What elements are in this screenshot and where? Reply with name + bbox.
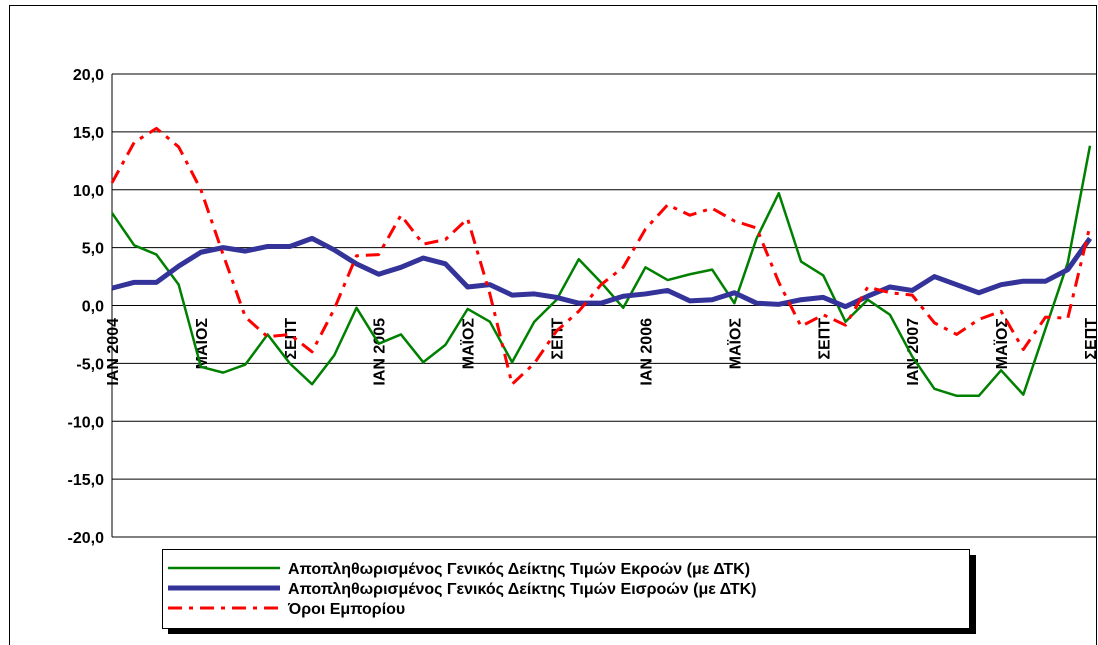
y-tick-label: -20,0 <box>68 530 105 547</box>
y-tick-label: 15,0 <box>73 125 104 142</box>
x-tick-label: ΙΑΝ 2004 <box>105 318 122 386</box>
legend-label: Αποπληθωρισμένος Γενικός Δείκτης Τιμών Ε… <box>288 561 750 578</box>
data-line <box>111 235 1093 310</box>
x-tick-label: ΜΑΪΟΣ <box>726 318 744 370</box>
x-tick-label: ΙΑΝ 2006 <box>638 318 655 386</box>
legend-label: Όροι Εμπορίου <box>287 601 405 618</box>
y-tick-label: -15,0 <box>68 472 105 489</box>
x-tick-label: ΜΑΪΟΣ <box>993 318 1011 370</box>
x-tick-label: ΜΑΪΟΣ <box>460 318 478 370</box>
x-tick-label: ΣΕΠΤ <box>816 318 833 360</box>
x-tick-label: ΣΕΠΤ <box>1083 318 1098 360</box>
y-tick-label: 0,0 <box>82 299 104 316</box>
x-tick-label: ΙΑΝ 2007 <box>905 318 922 386</box>
y-tick-label: 5,0 <box>82 241 104 258</box>
data-line <box>110 126 1092 386</box>
y-tick-label: -5,0 <box>76 356 104 373</box>
x-tick-label: ΣΕΠΤ <box>550 318 567 360</box>
x-tick-label: ΙΑΝ 2005 <box>372 318 389 386</box>
legend-label: Αποπληθωρισμένος Γενικός Δείκτης Τιμών Ε… <box>288 581 757 598</box>
y-tick-label: 20,0 <box>73 67 104 84</box>
data-line <box>110 145 1092 398</box>
x-tick-label: ΣΕΠΤ <box>283 318 300 360</box>
y-tick-label: -10,0 <box>68 414 105 431</box>
y-tick-label: 10,0 <box>73 183 104 200</box>
legend-box <box>162 549 970 629</box>
